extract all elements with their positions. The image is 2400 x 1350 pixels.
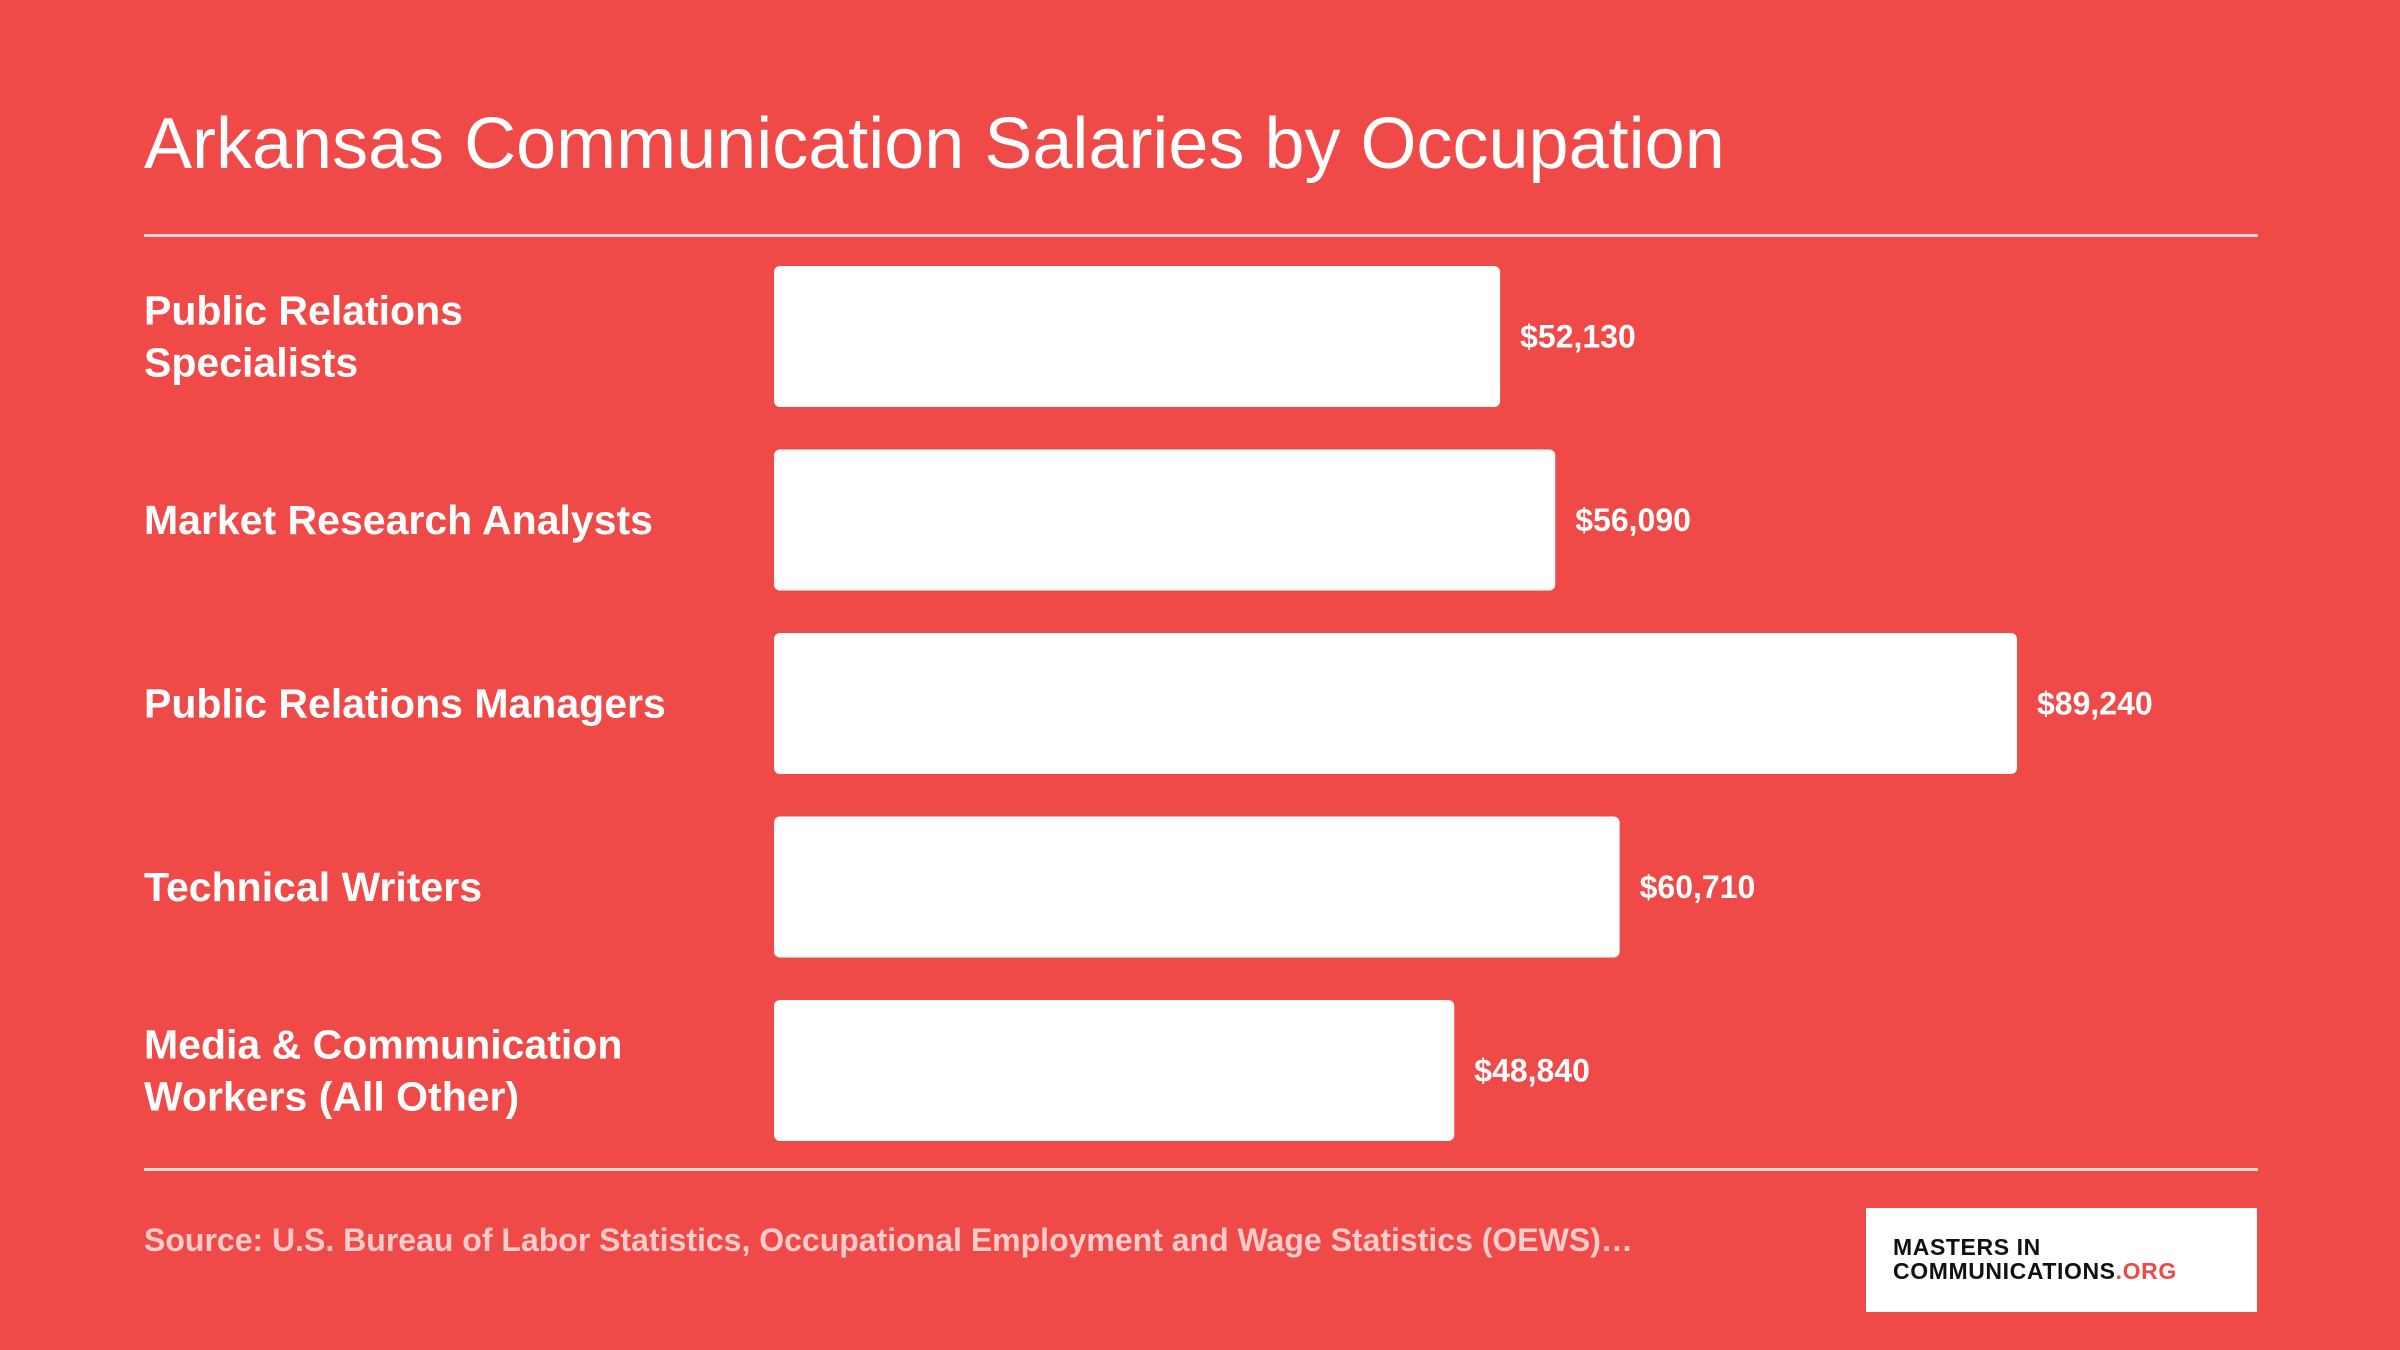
bar-1	[774, 449, 1556, 591]
category-label-0-line-0: Public Relations	[144, 288, 463, 334]
logo-line-1: MASTERS IN	[1893, 1234, 2041, 1260]
logo-line-2: COMMUNICATIONS.ORG	[1893, 1259, 2257, 1283]
bar-value-label-3: $60,710	[1640, 869, 1756, 905]
bar-value-label-2: $89,240	[2037, 686, 2153, 722]
bar-value-label-1: $56,090	[1575, 502, 1691, 538]
source-note: Source: U.S. Bureau of Labor Statistics,…	[144, 1222, 1633, 1258]
bar-value-label-0: $52,130	[1520, 319, 1636, 355]
top-divider	[144, 234, 2258, 237]
bar-4	[774, 1000, 1455, 1141]
chart-title: Arkansas Communication Salaries by Occup…	[144, 104, 1725, 184]
bar-0	[774, 266, 1501, 407]
bottom-divider	[144, 1168, 2258, 1171]
category-label-2-line-0: Public Relations Managers	[144, 681, 666, 727]
category-label-1-line-0: Market Research Analysts	[144, 497, 653, 543]
category-label-4-line-1: Workers (All Other)	[144, 1074, 519, 1120]
logo-line-2-main: COMMUNICATIONS	[1893, 1258, 2116, 1284]
category-label-0-line-1: Specialists	[144, 340, 358, 386]
bar-2	[774, 633, 2017, 774]
logo-line-2-suffix: .ORG	[2115, 1258, 2177, 1284]
bar-value-label-4: $48,840	[1474, 1053, 1590, 1089]
bar-3	[774, 816, 1620, 958]
category-label-3-line-0: Technical Writers	[144, 864, 482, 910]
site-logo[interactable]: MASTERS IN COMMUNICATIONS.ORG	[1866, 1208, 2257, 1312]
category-label-4-line-0: Media & Communication	[144, 1022, 622, 1068]
